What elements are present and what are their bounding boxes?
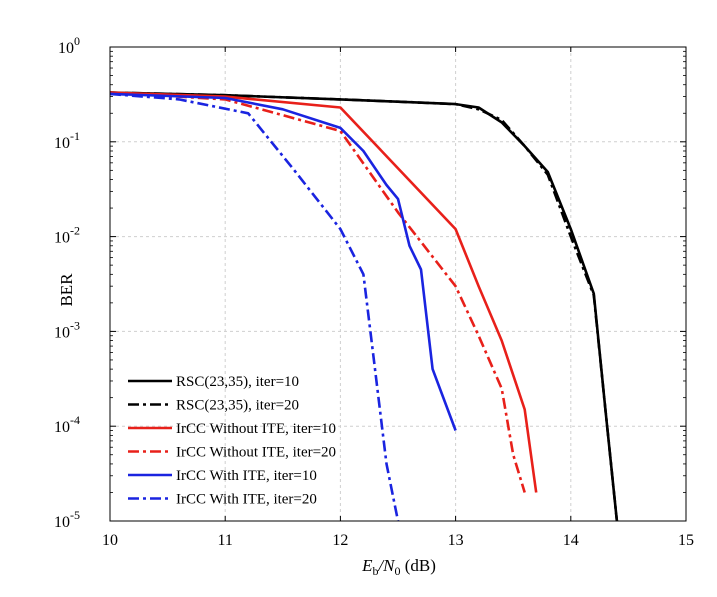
x-axis-label-mid: /N bbox=[377, 556, 396, 575]
legend-label-2: RSC(23,35), iter=20 bbox=[176, 398, 299, 414]
axis-ticks: 10 11 12 13 14 15 100 10-1 10-2 10-3 10-4 10-5 bbox=[54, 34, 694, 549]
legend-label-6: IrCC With ITE, iter=20 bbox=[176, 492, 317, 508]
x-tick-label: 13 bbox=[448, 532, 464, 549]
x-tick-label: 14 bbox=[563, 532, 579, 549]
x-axis-label-sub1: b bbox=[372, 564, 378, 578]
series-line-6 bbox=[109, 92, 400, 522]
y-tick-label: 10-1 bbox=[54, 129, 80, 152]
series-line-3 bbox=[109, 91, 538, 493]
x-axis-label: Eb/N0 (dB) bbox=[361, 556, 436, 578]
y-tick-label: 100 bbox=[58, 34, 80, 57]
legend-label-1: RSC(23,35), iter=10 bbox=[176, 374, 299, 390]
y-tick-label: 10-2 bbox=[54, 224, 80, 247]
y-tick-label: 10-4 bbox=[54, 413, 80, 436]
series-line-4 bbox=[109, 91, 526, 493]
x-tick-label: 10 bbox=[102, 532, 118, 549]
grid bbox=[110, 47, 686, 521]
x-axis-label-tail: (dB) bbox=[401, 556, 436, 575]
legend-label-3: IrCC Without ITE, iter=10 bbox=[176, 421, 336, 437]
x-tick-label: 12 bbox=[332, 532, 348, 549]
series-line-2 bbox=[109, 91, 619, 522]
x-tick-label: 15 bbox=[678, 532, 694, 549]
y-tick-label: 10-5 bbox=[54, 508, 80, 531]
legend-label-5: IrCC With ITE, iter=10 bbox=[176, 468, 317, 484]
y-tick-label: 10-3 bbox=[54, 318, 80, 341]
x-axis-label-main: E bbox=[361, 556, 373, 575]
x-tick-label: 11 bbox=[217, 532, 232, 549]
x-axis-label-sub2: 0 bbox=[395, 564, 401, 578]
legend-label-4: IrCC Without ITE, iter=20 bbox=[176, 445, 336, 461]
plot-area-frame bbox=[109, 46, 687, 522]
y-axis-label: BER bbox=[57, 273, 76, 307]
series-lines bbox=[109, 91, 619, 522]
legend: RSC(23,35), iter=10 RSC(23,35), iter=20 Ir… bbox=[128, 374, 336, 508]
series-line-5 bbox=[109, 92, 457, 431]
